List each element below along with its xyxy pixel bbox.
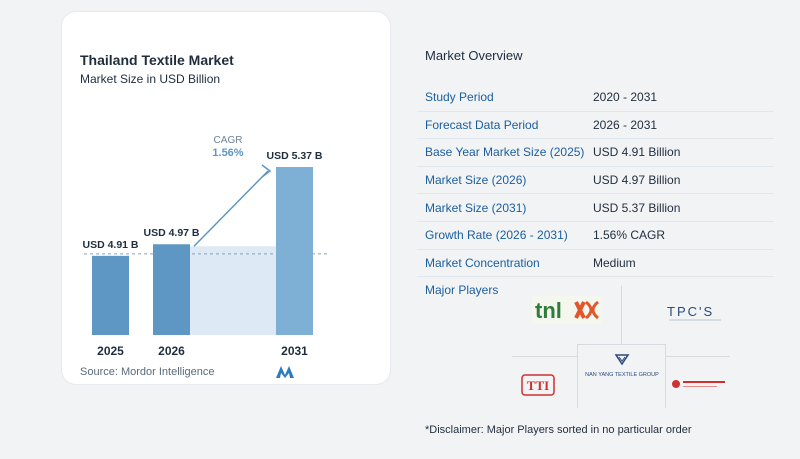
mordor-logo-icon [276, 366, 294, 378]
overview-row: Market Size (2026) USD 4.97 Billion [417, 167, 774, 195]
chart-card: USD 4.91 B 2025 USD 4.97 B 2026 USD 5.37 B 20… [62, 12, 390, 384]
bar-2025 [92, 255, 129, 335]
nan-yang-logo: NAN YANG TEXTILE GROUP [580, 352, 664, 382]
svg-text:NAN YANG TEXTILE GROUP: NAN YANG TEXTILE GROUP [585, 372, 659, 378]
overview-row: Market Concentration Medium [417, 250, 774, 278]
tpcs-logo: TPC'S [665, 302, 725, 324]
bar-2026 [153, 244, 190, 335]
overview-key: Market Concentration [425, 255, 540, 270]
overview-row: Forecast Data Period 2026 - 2031 [417, 112, 774, 140]
major-players-logos: tnl TPC'S NAN YANG TEXTILE GROUP TTI [505, 282, 745, 412]
divider [512, 356, 578, 357]
overview-value: Medium [593, 255, 636, 270]
bar-2031 [276, 167, 313, 335]
thai-textile-logo [671, 376, 727, 394]
svg-text:tnl: tnl [535, 298, 562, 323]
category-label: 2026 [158, 344, 185, 358]
chart-title: Thailand Textile Market [80, 52, 234, 68]
market-overview-table: Study Period 2020 - 2031 Forecast Data Per… [417, 84, 774, 278]
overview-value: USD 4.97 Billion [593, 173, 681, 188]
overview-key: Study Period [425, 90, 494, 105]
category-label: 2025 [97, 344, 124, 358]
divider [621, 286, 622, 344]
svg-text:TPC'S: TPC'S [667, 304, 714, 319]
overview-key: Base Year Market Size (2025) [425, 145, 585, 160]
overview-row: Growth Rate (2026 - 2031) 1.56% CAGR [417, 222, 774, 250]
svg-text:TTI: TTI [527, 378, 549, 393]
tnl-logo: tnl [532, 296, 602, 324]
divider [665, 356, 730, 357]
market-overview-title: Market Overview [425, 48, 523, 63]
market-size-chart: USD 4.91 B 2025 USD 4.97 B 2026 USD 5.37 B 20… [82, 135, 330, 358]
cagr-arrow-head [261, 164, 272, 178]
divider [665, 344, 666, 408]
tti-logo: TTI [521, 374, 555, 396]
overview-value: USD 5.37 Billion [593, 200, 681, 215]
divider [577, 344, 578, 408]
bar-value-label: USD 5.37 B [266, 150, 322, 162]
overview-value: 2026 - 2031 [593, 117, 658, 132]
overview-row: Study Period 2020 - 2031 [417, 84, 774, 112]
overview-value: 1.56% CAGR [593, 228, 666, 243]
disclaimer: *Disclaimer: Major Players sorted in no … [425, 424, 692, 436]
overview-row: Market Size (2031) USD 5.37 Billion [417, 194, 774, 222]
bar-value-label: USD 4.91 B [82, 239, 138, 251]
overview-key: Market Size (2031) [425, 200, 527, 215]
divider [577, 344, 665, 345]
cagr-label: CAGR [214, 135, 243, 146]
overview-key: Growth Rate (2026 - 2031) [425, 228, 568, 243]
major-players-title: Major Players [425, 283, 499, 297]
overview-value: USD 4.91 Billion [593, 145, 681, 160]
chart-subtitle: Market Size in USD Billion [80, 72, 221, 86]
bar-value-label: USD 4.97 B [143, 227, 199, 239]
cagr-band [190, 246, 276, 335]
overview-key: Forecast Data Period [425, 117, 539, 132]
cagr-arrow-line [193, 170, 269, 247]
overview-row: Base Year Market Size (2025) USD 4.91 Bil… [417, 139, 774, 167]
category-label: 2031 [281, 344, 308, 358]
cagr-value: 1.56% [212, 147, 243, 159]
source-note: Source: Mordor Intelligence [80, 366, 294, 378]
overview-value: 2020 - 2031 [593, 90, 658, 105]
overview-key: Market Size (2026) [425, 173, 527, 188]
